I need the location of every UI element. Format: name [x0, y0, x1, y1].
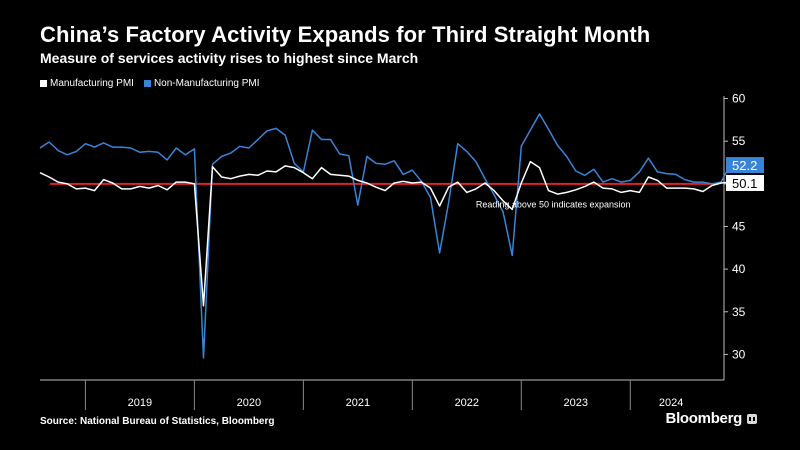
- legend-swatch-non-manufacturing: [143, 80, 151, 87]
- chart-subtitle: Measure of services activity rises to hi…: [40, 50, 419, 66]
- brand-name: Bloomberg: [665, 410, 743, 427]
- y-tick-label: 40: [732, 262, 746, 276]
- last-value-non-manufacturing: 52.2: [732, 158, 757, 173]
- legend-item-non-manufacturing: Non-Manufacturing PMI: [143, 78, 260, 89]
- legend-item-manufacturing: Manufacturing PMI: [40, 78, 134, 89]
- y-tick-label: 55: [732, 134, 746, 148]
- x-tick-label: 2020: [237, 397, 261, 409]
- x-tick-label: 2021: [346, 397, 370, 409]
- series-line-non-manufacturing: [39, 113, 731, 359]
- last-value-non-manufacturing-box: [726, 157, 764, 174]
- source-note: Source: National Bureau of Statistics, B…: [40, 416, 275, 427]
- x-tick-label: 2022: [455, 397, 479, 409]
- last-value-manufacturing: 50.1: [732, 176, 757, 191]
- legend-label-non-manufacturing: Non-Manufacturing PMI: [153, 78, 260, 89]
- chart-title: China’s Factory Activity Expands for Thi…: [40, 22, 651, 47]
- x-tick-label: 2024: [659, 397, 683, 409]
- y-tick-label: 35: [732, 305, 746, 319]
- legend-label-manufacturing: Manufacturing PMI: [50, 78, 134, 89]
- brand-logo: Bloomberg: [666, 410, 757, 427]
- legend: Manufacturing PMI Non-Manufacturing PMI: [40, 78, 260, 89]
- terminal-icon: [747, 413, 757, 424]
- x-tick-label: 2023: [564, 397, 588, 409]
- series-line-manufacturing: [39, 160, 740, 307]
- y-tick-label: 60: [732, 92, 746, 106]
- y-tick-label: 30: [732, 347, 746, 361]
- x-tick-label: 2019: [128, 397, 152, 409]
- legend-swatch-manufacturing: [40, 80, 47, 87]
- y-tick-label: 45: [732, 219, 746, 233]
- last-value-manufacturing-box: [726, 174, 764, 191]
- annotation-label: Reading above 50 indicates expansion: [476, 200, 631, 210]
